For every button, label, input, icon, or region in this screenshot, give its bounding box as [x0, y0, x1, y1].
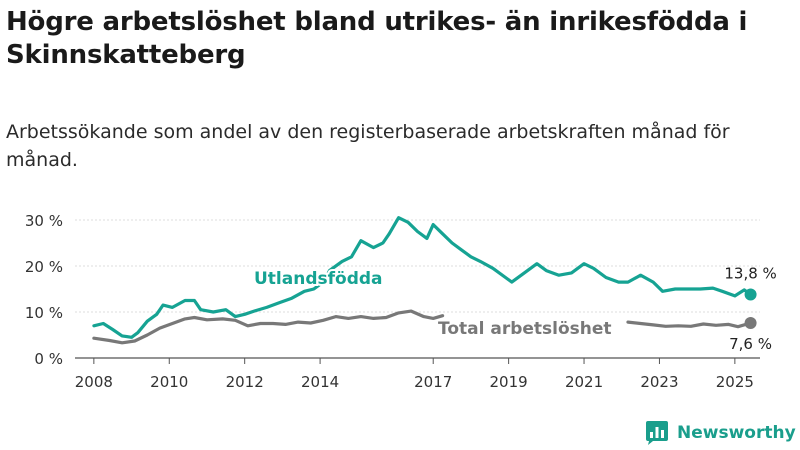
y-tick-label: 20 %	[25, 258, 63, 276]
y-tick-label: 10 %	[25, 304, 63, 322]
x-tick-label: 2017	[414, 373, 452, 391]
y-tick-label: 0 %	[34, 350, 63, 368]
series-end-value: 7,6 %	[729, 335, 772, 353]
series-line	[626, 320, 753, 329]
series-line	[92, 309, 445, 345]
x-tick-label: 2014	[301, 373, 339, 391]
x-tick-label: 2025	[716, 373, 754, 391]
series-label-foreign-born: Utlandsfödda	[254, 269, 383, 289]
series-end-dot	[744, 317, 757, 330]
series-line	[92, 216, 753, 339]
bar-chart-logo-icon	[646, 421, 668, 445]
series-end-dot	[744, 288, 757, 301]
x-tick-label: 2010	[150, 373, 188, 391]
x-tick-label: 2019	[490, 373, 528, 391]
brand-name: Newsworthy	[677, 423, 796, 443]
x-tick-label: 2021	[565, 373, 603, 391]
brand-logo: Newsworthy	[645, 418, 796, 448]
y-tick-label: 30 %	[25, 212, 63, 230]
x-tick-label: 2012	[226, 373, 264, 391]
series-end-value: 13,8 %	[724, 265, 776, 283]
x-tick-label: 2023	[640, 373, 678, 391]
chart-title: Högre arbetslöshet bland utrikes- än inr…	[6, 7, 748, 70]
chart-subtitle: Arbetssökande som andel av den registerb…	[6, 121, 730, 171]
series-label-total: Total arbetslöshet	[438, 319, 612, 339]
x-tick-label: 2008	[75, 373, 113, 391]
